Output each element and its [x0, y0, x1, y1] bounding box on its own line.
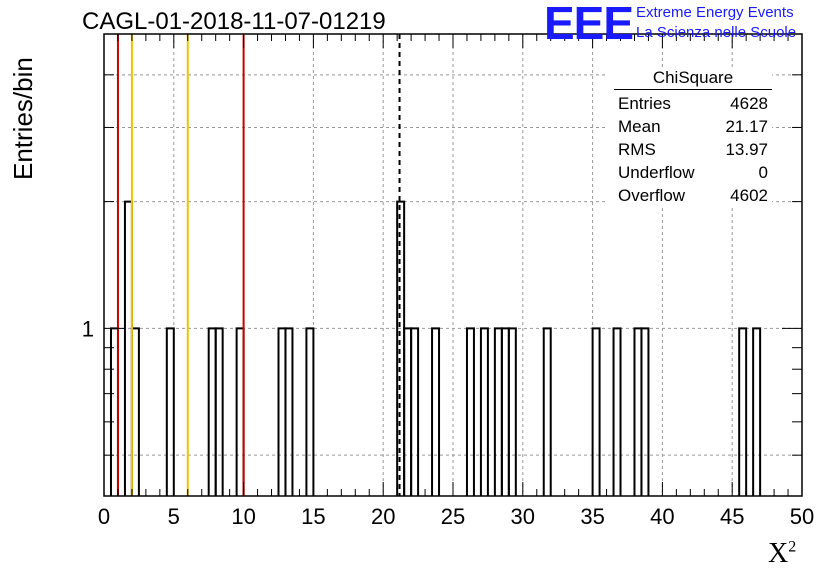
x-tick-label: 45 — [720, 504, 744, 529]
x-tick-label: 40 — [650, 504, 674, 529]
stats-row-overflow: Overflow 4602 — [618, 186, 768, 205]
x-tick-label: 30 — [511, 504, 535, 529]
x-tick-label: 15 — [301, 504, 325, 529]
logo-mark: EEE — [544, 0, 634, 49]
histogram-bin — [431, 327, 441, 496]
x-axis-label-superscript: 2 — [788, 538, 797, 556]
histogram-bin — [752, 327, 762, 496]
stats-row-rms: RMS 13.97 — [618, 140, 768, 159]
stats-row-underflow: Underflow 0 — [618, 163, 768, 182]
histogram-bin — [284, 327, 294, 496]
x-tick-label: 25 — [441, 504, 465, 529]
histogram-bin — [738, 327, 748, 496]
histogram-bin — [165, 327, 175, 496]
histogram-bin — [591, 327, 601, 496]
stats-title: ChiSquare — [614, 68, 772, 90]
x-tick-label: 10 — [231, 504, 255, 529]
x-tick-label: 5 — [168, 504, 180, 529]
chart-title: CAGL-01-2018-11-07-01219 — [82, 8, 386, 35]
eee-logo: EEE Extreme Energy Events La Scienza nel… — [544, 0, 834, 49]
histogram-bin — [640, 327, 650, 496]
stats-box: ChiSquare Entries 4628 Mean 21.17 RMS 13.97… — [608, 68, 772, 207]
stats-row-entries: Entries 4628 — [618, 94, 768, 113]
histogram-bin — [507, 327, 517, 496]
histogram-bin — [612, 327, 622, 496]
histogram-bin — [479, 327, 489, 496]
histogram-bin — [465, 327, 475, 496]
stats-row-mean: Mean 21.17 — [618, 117, 768, 136]
y-axis-label: Entries/bin — [8, 57, 38, 180]
logo-line-2: La Scienza nelle Scuole — [636, 24, 797, 41]
histogram-bin — [305, 327, 315, 496]
histogram-bin — [542, 327, 552, 496]
x-tick-label: 35 — [580, 504, 604, 529]
y-tick-label: 1 — [82, 316, 94, 341]
histogram-bin — [410, 327, 420, 496]
histogram-bin — [214, 327, 224, 496]
logo-line-1: Extreme Energy Events — [636, 4, 794, 21]
x-tick-label: 0 — [98, 504, 110, 529]
x-tick-label: 20 — [371, 504, 395, 529]
x-axis-label: X2 — [768, 538, 797, 569]
x-tick-label: 50 — [790, 504, 814, 529]
